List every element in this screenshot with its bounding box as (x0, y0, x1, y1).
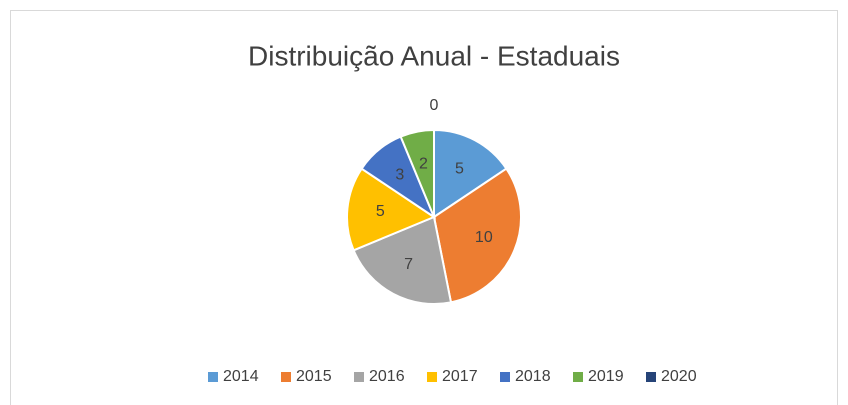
data-label: 3 (395, 167, 404, 184)
chart-title: Distribuição Anual - Estaduais (248, 40, 620, 71)
legend-swatch (208, 372, 218, 382)
legend-label: 2020 (661, 368, 697, 385)
legend-swatch (646, 372, 656, 382)
legend-swatch (354, 372, 364, 382)
legend-label: 2014 (223, 368, 259, 385)
data-label: 5 (376, 203, 385, 220)
data-label: 10 (475, 229, 493, 246)
pie-slice (346, 167, 437, 252)
data-label: 5 (455, 161, 464, 178)
legend-label: 2019 (588, 368, 624, 385)
data-label: 7 (404, 256, 413, 273)
legend-swatch (500, 372, 510, 382)
pie-slice (433, 128, 508, 219)
legend-label: 2016 (369, 368, 405, 385)
pie-slice (352, 215, 453, 305)
legend-swatch (281, 372, 291, 382)
legend-swatch (573, 372, 583, 382)
pie-slice (432, 167, 522, 304)
data-label: 0 (430, 97, 439, 114)
legend-label: 2017 (442, 368, 478, 385)
legend-label: 2018 (515, 368, 551, 385)
pie-slice (399, 128, 435, 218)
legend-label: 2015 (296, 368, 332, 385)
data-label: 2 (419, 155, 428, 172)
legend-swatch (427, 372, 437, 382)
